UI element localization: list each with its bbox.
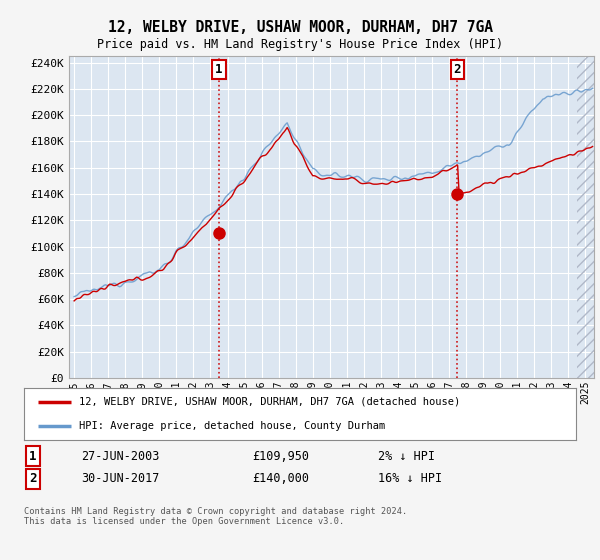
Text: 12, WELBY DRIVE, USHAW MOOR, DURHAM, DH7 7GA (detached house): 12, WELBY DRIVE, USHAW MOOR, DURHAM, DH7… (79, 397, 460, 407)
Text: £109,950: £109,950 (252, 450, 309, 463)
Text: 2% ↓ HPI: 2% ↓ HPI (378, 450, 435, 463)
Text: HPI: Average price, detached house, County Durham: HPI: Average price, detached house, Coun… (79, 421, 385, 431)
Text: 16% ↓ HPI: 16% ↓ HPI (378, 472, 442, 486)
Text: 2: 2 (29, 472, 37, 486)
Text: 1: 1 (29, 450, 37, 463)
Text: Price paid vs. HM Land Registry's House Price Index (HPI): Price paid vs. HM Land Registry's House … (97, 38, 503, 51)
Text: £140,000: £140,000 (252, 472, 309, 486)
Text: 12, WELBY DRIVE, USHAW MOOR, DURHAM, DH7 7GA: 12, WELBY DRIVE, USHAW MOOR, DURHAM, DH7… (107, 20, 493, 35)
Text: 2: 2 (454, 63, 461, 76)
Text: 30-JUN-2017: 30-JUN-2017 (81, 472, 160, 486)
Text: 27-JUN-2003: 27-JUN-2003 (81, 450, 160, 463)
Text: 1: 1 (215, 63, 223, 76)
Text: Contains HM Land Registry data © Crown copyright and database right 2024.
This d: Contains HM Land Registry data © Crown c… (24, 507, 407, 526)
